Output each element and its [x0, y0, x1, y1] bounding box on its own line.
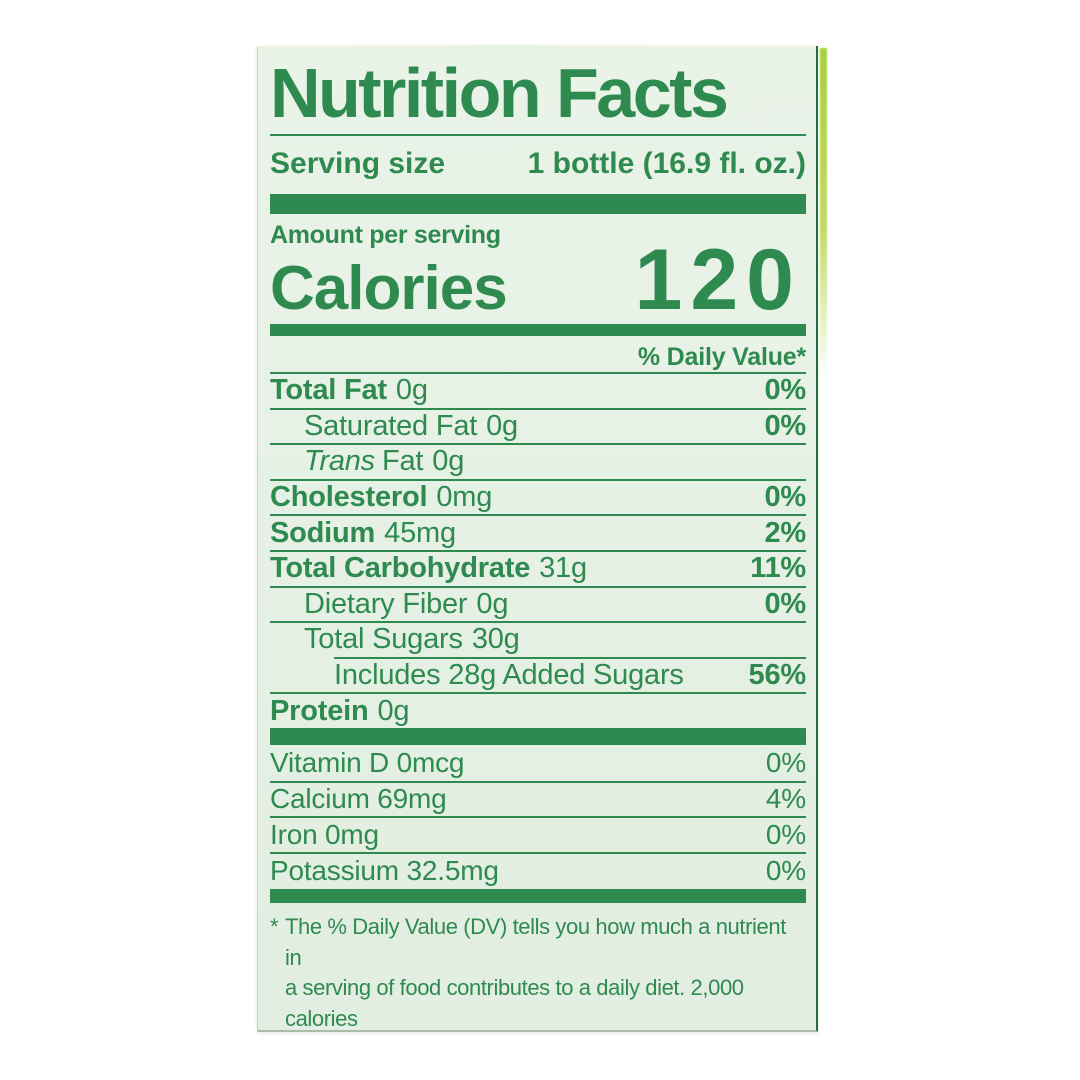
calories-value: 120: [634, 232, 802, 328]
nutrient-amount: 0g: [432, 445, 465, 478]
nutrient-row-sodium: Sodium 45mg 2%: [270, 514, 806, 550]
micronutrient-row-calcium: Calcium 69mg 4%: [270, 780, 806, 817]
nutrient-name: Total Carbohydrate: [270, 552, 531, 585]
nutrient-amount: 31g: [539, 552, 587, 585]
footnote-line: The % Daily Value (DV) tells you how muc…: [285, 914, 786, 970]
section-divider-thick: [270, 727, 806, 745]
serving-size-value: 1 bottle (16.9 fl. oz.): [527, 147, 806, 180]
nutrient-amount: 45mg: [384, 516, 456, 549]
nutrient-amount: 0g: [476, 587, 509, 620]
micronutrient-row-potassium: Potassium 32.5mg 0%: [270, 851, 806, 888]
nutrient-name-italic: Trans: [304, 445, 375, 478]
nutrient-dv: 56%: [748, 659, 807, 692]
nutrient-amount: 0g: [395, 374, 428, 407]
section-divider-medium: [270, 324, 806, 336]
footnote-line: a serving of food contributes to a daily…: [285, 975, 744, 1031]
calories-row: Calories 120: [270, 232, 806, 328]
nutrient-name: Fat: [381, 445, 424, 478]
nutrient-name: Protein: [270, 694, 369, 727]
micronutrient-name: Vitamin D 0mcg: [270, 746, 465, 778]
section-divider-thick: [270, 194, 806, 214]
nutrient-dv: 2%: [764, 516, 806, 549]
nutrient-row-protein: Protein 0g: [270, 692, 806, 728]
nutrient-name: Total Fat: [270, 374, 387, 407]
nutrient-row-added-sugars: Includes 28g Added Sugars 56%: [270, 656, 807, 693]
micronutrient-dv: 0%: [765, 746, 806, 778]
micronutrient-row-vitamin-d: Vitamin D 0mcg 0%: [270, 745, 806, 781]
micronutrient-dv: 4%: [765, 783, 806, 815]
package-edge-sliver: [820, 48, 827, 378]
nutrient-row-total-fat: Total Fat 0g 0%: [270, 372, 806, 408]
nutrient-name: Dietary Fiber: [304, 587, 468, 620]
amount-per-serving-label: Amount per serving: [270, 221, 501, 249]
nutrient-name: Total Sugars: [304, 623, 463, 656]
section-divider-thick: [270, 889, 806, 904]
serving-size-label: Serving size: [270, 147, 446, 180]
label-title: Nutrition Facts: [270, 54, 729, 132]
daily-value-header: % Daily Value*: [637, 343, 806, 371]
nutrient-dv: 11%: [750, 552, 806, 585]
nutrient-row-trans-fat: Trans Fat 0g: [270, 443, 806, 479]
micronutrient-name: Iron 0mg: [270, 818, 379, 850]
micronutrient-row-iron: Iron 0mg 0%: [270, 816, 806, 852]
calories-label: Calories: [270, 254, 508, 323]
daily-value-footnote: * The % Daily Value (DV) tells you how m…: [270, 912, 806, 1031]
title-divider: [270, 134, 806, 136]
micronutrient-name: Calcium 69mg: [270, 783, 447, 815]
nutrient-dv: 0%: [764, 374, 806, 407]
inset-divider: [334, 656, 806, 659]
nutrient-row-total-carbohydrate: Total Carbohydrate 31g 11%: [270, 549, 806, 586]
nutrient-dv: 0%: [764, 409, 806, 442]
serving-size-row: Serving size 1 bottle (16.9 fl. oz.): [270, 136, 806, 192]
nutrient-amount: 0g: [377, 694, 410, 727]
nutrient-row-cholesterol: Cholesterol 0mg 0%: [270, 478, 806, 515]
nutrient-dv: 0%: [764, 587, 806, 620]
nutrient-row-dietary-fiber: Dietary Fiber 0g 0%: [270, 585, 806, 622]
micronutrient-dv: 0%: [765, 854, 806, 886]
nutrition-facts-label: Nutrition Facts Serving size 1 bottle (1…: [257, 46, 818, 1032]
nutrient-row-total-sugars: Total Sugars 30g: [270, 621, 806, 657]
micronutrient-name: Potassium 32.5mg: [270, 854, 499, 886]
nutrient-amount: 0mg: [436, 481, 493, 514]
nutrient-row-saturated-fat: Saturated Fat 0g 0%: [270, 407, 806, 444]
nutrient-dv: 0%: [764, 481, 806, 514]
nutrient-name: Includes 28g Added Sugars: [334, 659, 684, 692]
nutrient-amount: 30g: [471, 623, 520, 656]
nutrient-name: Saturated Fat: [304, 409, 478, 442]
nutrient-amount: 0g: [486, 409, 518, 442]
micronutrient-dv: 0%: [765, 818, 806, 850]
footnote-asterisk: *: [270, 914, 279, 940]
nutrient-name: Cholesterol: [270, 481, 428, 514]
nutrient-name: Sodium: [270, 516, 376, 549]
